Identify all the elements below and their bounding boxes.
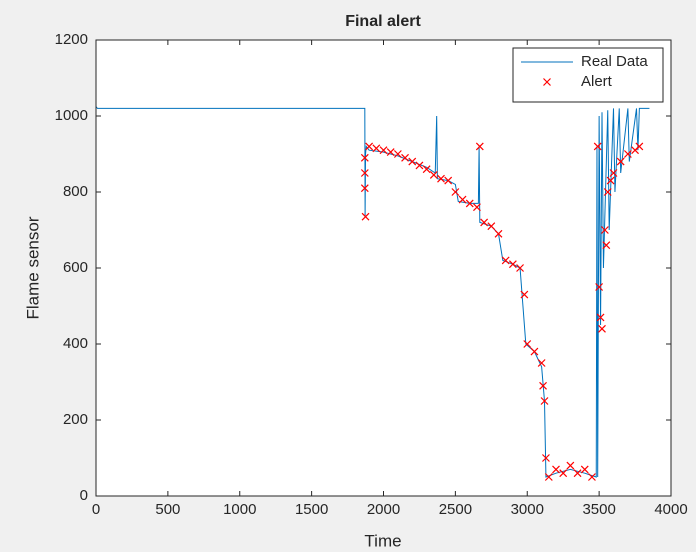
legend-box bbox=[512, 47, 664, 103]
plot bbox=[95, 106, 650, 481]
alert-marker bbox=[444, 176, 453, 185]
alert-marker bbox=[598, 324, 606, 333]
alert-marker bbox=[487, 222, 496, 231]
y-axis-label: Flame sensor bbox=[23, 216, 42, 319]
alert-marker bbox=[603, 188, 612, 196]
alert-marker bbox=[559, 469, 568, 478]
legend-swatch bbox=[543, 78, 551, 86]
alert-marker bbox=[573, 469, 582, 478]
alert-marker bbox=[540, 397, 549, 405]
alert-marker bbox=[542, 454, 550, 462]
x-tick-label: 2500 bbox=[439, 501, 472, 518]
legend-label: Alert bbox=[581, 73, 613, 90]
alert-marker bbox=[635, 142, 644, 151]
x-tick-label: 3000 bbox=[511, 501, 544, 518]
alert-marker bbox=[475, 142, 484, 151]
alert-marker bbox=[360, 169, 369, 177]
alert-marker bbox=[606, 176, 615, 185]
y-tick-label: 1200 bbox=[55, 31, 88, 48]
alert-marker bbox=[480, 218, 489, 227]
x-tick-label: 2000 bbox=[367, 501, 400, 518]
alert-marker bbox=[386, 148, 395, 157]
legend-label: Real Data bbox=[581, 53, 648, 70]
alert-marker bbox=[602, 241, 611, 250]
alert-marker bbox=[393, 150, 402, 158]
alert-marker bbox=[566, 461, 575, 470]
alert-marker bbox=[552, 465, 560, 474]
alert-marker bbox=[494, 229, 503, 238]
x-tick-label: 500 bbox=[155, 501, 180, 518]
alert-marker bbox=[458, 195, 467, 204]
alert-marker bbox=[600, 226, 609, 234]
alert-marker bbox=[379, 146, 388, 155]
data-line bbox=[95, 106, 650, 478]
x-tick-label: 4000 bbox=[654, 501, 687, 518]
alert-marker bbox=[593, 142, 602, 151]
alert-marker bbox=[623, 150, 632, 158]
x-tick-label: 1500 bbox=[295, 501, 328, 518]
y-tick-label: 600 bbox=[63, 259, 88, 276]
alert-marker bbox=[508, 260, 517, 269]
alert-marker bbox=[501, 256, 510, 265]
alert-marker bbox=[544, 473, 553, 481]
alert-marker bbox=[401, 153, 409, 162]
alert-marker bbox=[530, 347, 539, 356]
alert-marker bbox=[520, 290, 529, 299]
alert-marker bbox=[596, 313, 605, 322]
chart-title: Final alert bbox=[345, 13, 421, 30]
alert-marker bbox=[473, 203, 481, 212]
alert-marker bbox=[595, 283, 604, 291]
alert-marker bbox=[523, 340, 532, 348]
alert-marker bbox=[365, 142, 374, 151]
alert-marker bbox=[580, 465, 589, 474]
alert-marker bbox=[539, 381, 547, 390]
alert-marker bbox=[360, 153, 369, 162]
alert-marker bbox=[372, 144, 381, 153]
y-tick-label: 1000 bbox=[55, 107, 88, 124]
x-axis-label: Time bbox=[364, 531, 401, 550]
x-tick-label: 1000 bbox=[223, 501, 256, 518]
alert-marker bbox=[408, 157, 417, 166]
alert-marker bbox=[415, 161, 424, 170]
plot-area bbox=[96, 40, 671, 496]
alert-marker bbox=[616, 157, 625, 166]
y-tick-label: 0 bbox=[80, 487, 88, 504]
alert-marker bbox=[422, 165, 431, 174]
alert-marker bbox=[588, 473, 596, 481]
alert-marker bbox=[361, 212, 370, 221]
x-tick-label: 3500 bbox=[582, 501, 615, 518]
x-tick-label: 0 bbox=[92, 501, 100, 518]
alert-marker bbox=[537, 359, 546, 367]
alert-marker bbox=[437, 174, 445, 183]
alert-marker bbox=[516, 264, 524, 272]
alert-marker bbox=[609, 169, 618, 177]
alert-marker bbox=[360, 184, 369, 193]
y-tick-label: 400 bbox=[63, 335, 88, 352]
alert-marker bbox=[465, 199, 474, 208]
y-tick-label: 800 bbox=[63, 183, 88, 200]
alert-marker bbox=[429, 170, 438, 179]
y-tick-label: 200 bbox=[63, 411, 88, 428]
alert-marker bbox=[451, 188, 460, 196]
